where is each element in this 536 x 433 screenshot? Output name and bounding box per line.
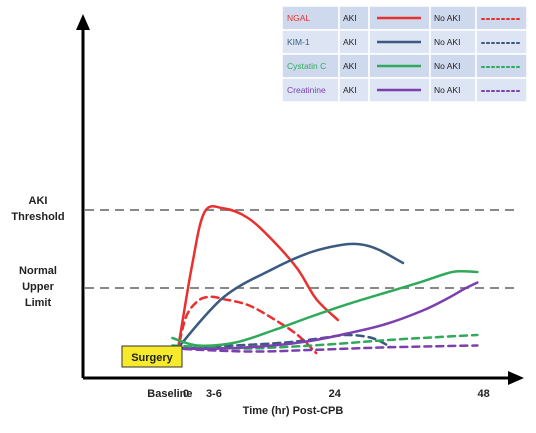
legend-cell [281, 5, 340, 31]
legend-aki-label: AKI [343, 13, 357, 23]
legend-aki-label: AKI [343, 85, 357, 95]
series-cystatin-c-aki-line [171, 269, 479, 347]
legend-cell [281, 53, 340, 79]
legend-cell [429, 53, 477, 79]
x-tick-label: 0 [183, 388, 189, 400]
legend-cell [281, 29, 340, 55]
threshold-label-aki: AKI Threshold [11, 195, 64, 223]
legend-cell [338, 53, 370, 79]
legend-no-aki-label: No AKI [434, 13, 460, 23]
x-tick-label: 3-6 [206, 388, 222, 400]
x-tick-label: Baseline [147, 388, 192, 400]
series-creatinine-no-aki-line [171, 344, 479, 353]
legend-cell [281, 77, 340, 103]
legend-marker-name: Cystatin C [287, 61, 326, 71]
legend-cell [429, 5, 477, 31]
legend-no-aki-label: No AKI [434, 85, 460, 95]
threshold-label-normal-upper: Normal Upper Limit [19, 265, 57, 309]
x-tick-label: 24 [329, 388, 342, 400]
x-tick-label: 48 [477, 388, 489, 400]
legend: NGAL AKI No AKI KIM-1 AKI No AKI Cystatin C AKI… [281, 5, 528, 103]
surgery-box [121, 345, 183, 368]
series-kim-1-aki-line [176, 242, 405, 350]
x-axis-title: Time (hr) Post-CPB [243, 405, 344, 417]
x-axis-arrowhead [508, 371, 524, 385]
legend-no-aki-label: No AKI [434, 61, 460, 71]
legend-no-aki-label: No AKI [434, 37, 460, 47]
legend-cell [429, 77, 477, 103]
legend-aki-label: AKI [343, 61, 357, 71]
series-creatinine-aki-line [171, 281, 479, 350]
series-layer [171, 205, 479, 355]
surgery-label: Surgery [131, 352, 173, 364]
legend-marker-name: Creatinine [287, 85, 326, 95]
legend-aki-label: AKI [343, 37, 357, 47]
legend-marker-name: KIM-1 [287, 37, 310, 47]
legend-marker-name: NGAL [287, 13, 310, 23]
y-axis-arrowhead [76, 14, 90, 30]
series-ngal-aki-line [176, 205, 340, 355]
